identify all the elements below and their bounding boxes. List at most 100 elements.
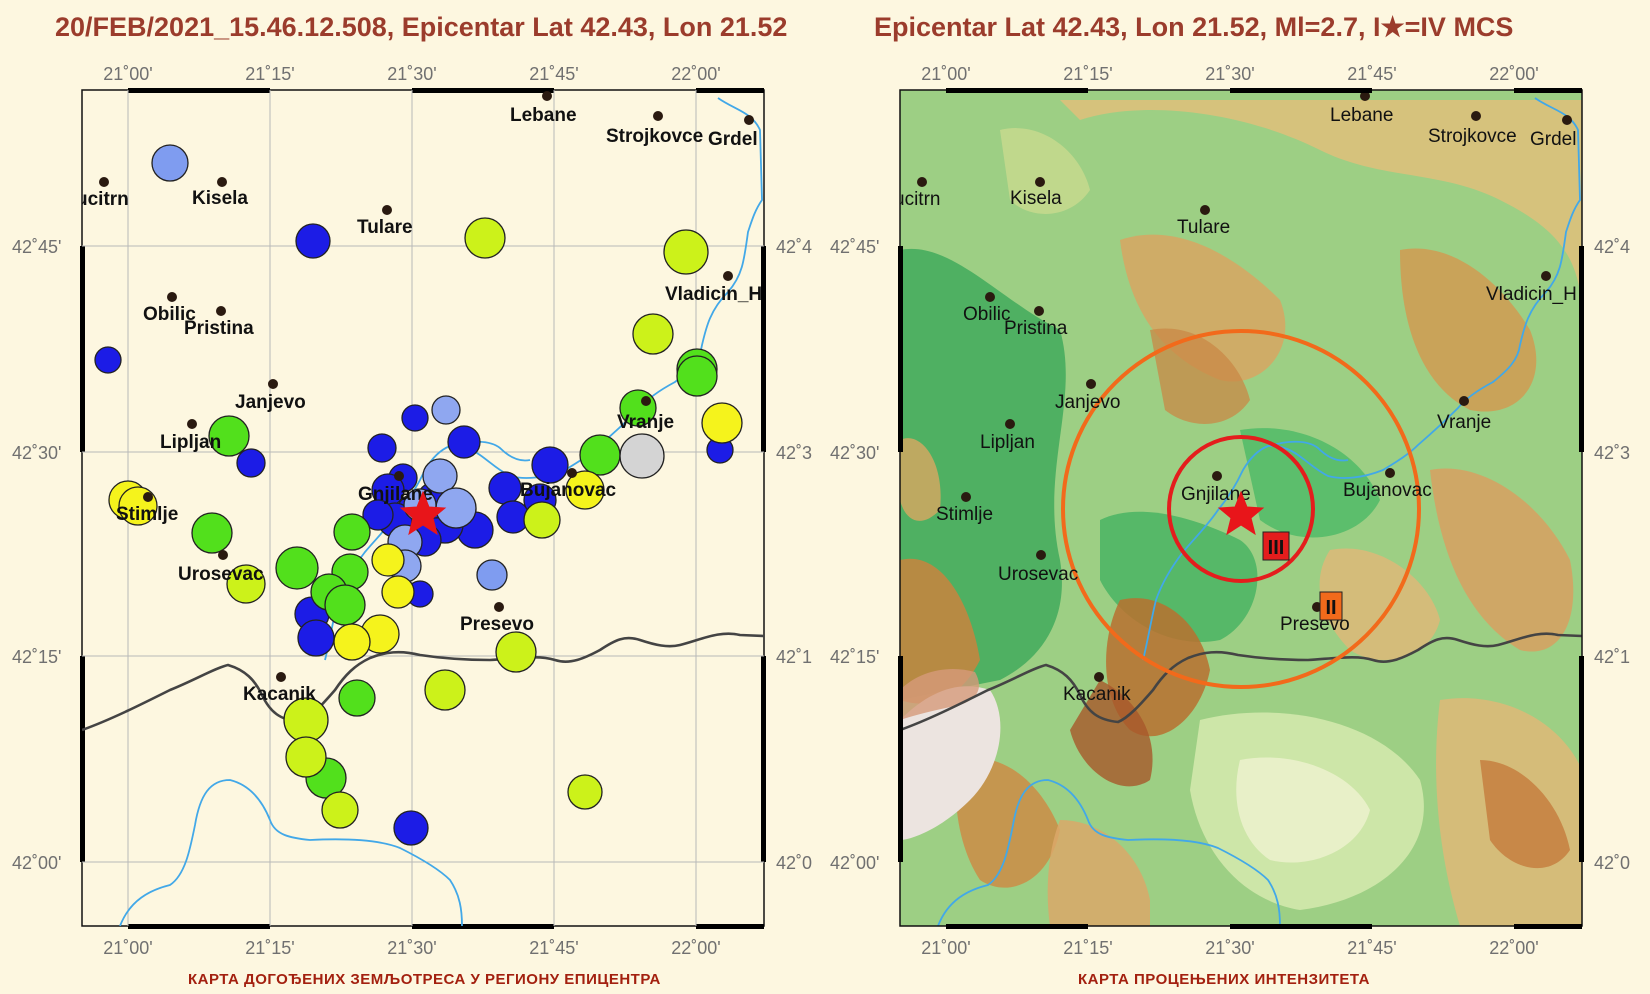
- svg-text:21˚15': 21˚15': [1063, 938, 1112, 958]
- town-label-stimlje: Stimlje: [116, 504, 178, 525]
- svg-text:42˚00': 42˚00': [830, 853, 879, 873]
- svg-text:42˚0: 42˚0: [776, 853, 812, 873]
- right-town-labels: Lebane Strojkovce Grdel ucitrn Kisela Tu…: [894, 105, 1577, 705]
- svg-text:42˚1: 42˚1: [776, 647, 812, 667]
- right-lat-ticks: 42˚45' 42˚30' 42˚15' 42˚00': [830, 237, 879, 873]
- town-label-kisela: Kisela: [192, 188, 248, 209]
- svg-text:Urosevac: Urosevac: [998, 564, 1078, 585]
- svg-text:42˚15': 42˚15': [830, 647, 879, 667]
- town-label-grdel: Grdel: [708, 129, 758, 150]
- town-label-obilic: Obilic: [143, 304, 196, 325]
- svg-text:Vladicin_H: Vladicin_H: [1486, 284, 1577, 305]
- right-map: Lebane Strojkovce Grdel ucitrn Kisela Tu…: [830, 64, 1630, 958]
- right-rivers: [937, 97, 1581, 926]
- town-label-tulare: Tulare: [357, 217, 413, 238]
- svg-text:42˚3: 42˚3: [1594, 443, 1630, 463]
- svg-text:21˚15': 21˚15': [1063, 64, 1112, 84]
- left-bottom-lon-ticks: 21˚00' 21˚15' 21˚30' 21˚45' 22˚00': [103, 938, 720, 958]
- right-epicenter-star-icon: [1217, 490, 1265, 536]
- svg-text:21˚30': 21˚30': [387, 938, 436, 958]
- svg-text:21˚00': 21˚00': [103, 938, 152, 958]
- town-label-urosevac: Urosevac: [178, 564, 264, 585]
- town-label-vranje: Vranje: [617, 412, 674, 433]
- town-label-lebane: Lebane: [510, 105, 577, 126]
- svg-text:Pristina: Pristina: [1004, 318, 1068, 339]
- svg-text:Janjevo: Janjevo: [1055, 392, 1121, 413]
- right-country-border: [900, 632, 1582, 732]
- svg-text:Lebane: Lebane: [1330, 105, 1393, 126]
- left-epicenter-star-icon: [399, 490, 447, 536]
- svg-text:22˚00': 22˚00': [1489, 64, 1538, 84]
- svg-text:21˚15': 21˚15': [245, 938, 294, 958]
- svg-text:42˚15': 42˚15': [12, 647, 61, 667]
- svg-text:42˚0: 42˚0: [1594, 853, 1630, 873]
- svg-text:II: II: [1325, 597, 1336, 619]
- intensity-label-iii: III: [1262, 531, 1290, 561]
- left-top-lon-ticks: 21˚00' 21˚15' 21˚30' 21˚45' 22˚00': [103, 64, 720, 84]
- town-label-pristina: Pristina: [184, 318, 254, 339]
- town-label-presevo: Presevo: [460, 614, 534, 635]
- right-lat-ticks-right: 42˚4 42˚3 42˚1 42˚0: [1594, 237, 1630, 873]
- svg-text:21˚45': 21˚45': [1347, 938, 1396, 958]
- svg-text:21˚30': 21˚30': [1205, 64, 1254, 84]
- svg-text:ucitrn: ucitrn: [76, 189, 129, 210]
- right-bottom-lon-ticks: 21˚00' 21˚15' 21˚30' 21˚45' 22˚00': [921, 938, 1538, 958]
- svg-text:42˚4: 42˚4: [1594, 237, 1630, 257]
- svg-text:21˚00': 21˚00': [921, 64, 970, 84]
- left-lat-ticks-right: 42˚4 42˚3 42˚1 42˚0: [776, 237, 812, 873]
- svg-text:42˚30': 42˚30': [830, 443, 879, 463]
- town-label-lipljan: Lipljan: [160, 432, 221, 453]
- left-map-caption: КАРТА ДОГОЂЕНИХ ЗЕМЉОТРЕСА У РЕГИОНУ ЕПИ…: [188, 971, 661, 988]
- svg-text:Lipljan: Lipljan: [980, 432, 1035, 453]
- left-map: Lebane Strojkovce Grdel ucitrn Kisela Tu…: [12, 64, 812, 958]
- svg-text:Stimlje: Stimlje: [936, 504, 993, 525]
- svg-text:Kacanik: Kacanik: [1063, 684, 1131, 705]
- right-map-title: Epicentar Lat 42.43, Lon 21.52, Ml=2.7, …: [874, 12, 1514, 42]
- svg-text:21˚00': 21˚00': [921, 938, 970, 958]
- right-terrain: Lebane Strojkovce Grdel ucitrn Kisela Tu…: [894, 90, 1582, 926]
- svg-text:42˚1: 42˚1: [1594, 647, 1630, 667]
- svg-text:42˚45': 42˚45': [830, 237, 879, 257]
- svg-text:Vranje: Vranje: [1437, 412, 1491, 433]
- svg-text:Obilic: Obilic: [963, 304, 1011, 325]
- left-lat-ticks: 42˚45' 42˚30' 42˚15' 42˚00': [12, 237, 61, 873]
- svg-text:Strojkovce: Strojkovce: [1428, 126, 1517, 147]
- svg-text:22˚00': 22˚00': [1489, 938, 1538, 958]
- svg-text:21˚45': 21˚45': [1347, 64, 1396, 84]
- svg-text:ucitrn: ucitrn: [894, 189, 940, 210]
- town-label-gnjilane: Gnjilane: [358, 484, 433, 505]
- left-earthquakes: [94, 144, 743, 846]
- svg-text:Grdel: Grdel: [1530, 129, 1576, 150]
- svg-text:Vladicin_H: Vladicin_H: [665, 284, 762, 305]
- svg-text:Kisela: Kisela: [1010, 188, 1062, 209]
- town-label-strojkovce: Strojkovce: [606, 126, 703, 147]
- svg-text:21˚00': 21˚00': [103, 64, 152, 84]
- svg-text:III: III: [1268, 537, 1285, 559]
- svg-text:42˚4: 42˚4: [776, 237, 812, 257]
- town-label-kacanik: Kacanik: [243, 684, 316, 705]
- svg-text:21˚45': 21˚45': [529, 938, 578, 958]
- svg-text:21˚45': 21˚45': [529, 64, 578, 84]
- right-map-caption: КАРТА ПРОЦЕЊЕНИХ ИНТЕНЗИТЕТА: [1078, 971, 1370, 988]
- svg-text:42˚45': 42˚45': [12, 237, 61, 257]
- right-top-lon-ticks: 21˚00' 21˚15' 21˚30' 21˚45' 22˚00': [921, 64, 1538, 84]
- svg-text:21˚15': 21˚15': [245, 64, 294, 84]
- left-town-labels: Lebane Strojkovce Grdel ucitrn Kisela Tu…: [76, 105, 762, 705]
- town-label-janjevo: Janjevo: [235, 392, 306, 413]
- town-label-bujanovac: Bujanovac: [520, 480, 617, 501]
- svg-text:21˚30': 21˚30': [1205, 938, 1254, 958]
- left-map-title: 20/FEB/2021_15.46.12.508, Epicentar Lat …: [55, 12, 788, 42]
- svg-text:42˚30': 42˚30': [12, 443, 61, 463]
- right-town-dots: [917, 91, 1572, 682]
- left-town-dots: [99, 91, 754, 682]
- left-country-border: [82, 632, 764, 732]
- svg-text:21˚30': 21˚30': [387, 64, 436, 84]
- svg-text:Bujanovac: Bujanovac: [1343, 480, 1432, 501]
- svg-text:Tulare: Tulare: [1177, 217, 1230, 238]
- intensity-ring-inner: [1167, 435, 1315, 583]
- svg-text:42˚3: 42˚3: [776, 443, 812, 463]
- intensity-label-ii: II: [1319, 591, 1343, 621]
- intensity-ring-outer: [1061, 329, 1421, 689]
- svg-text:22˚00': 22˚00': [671, 938, 720, 958]
